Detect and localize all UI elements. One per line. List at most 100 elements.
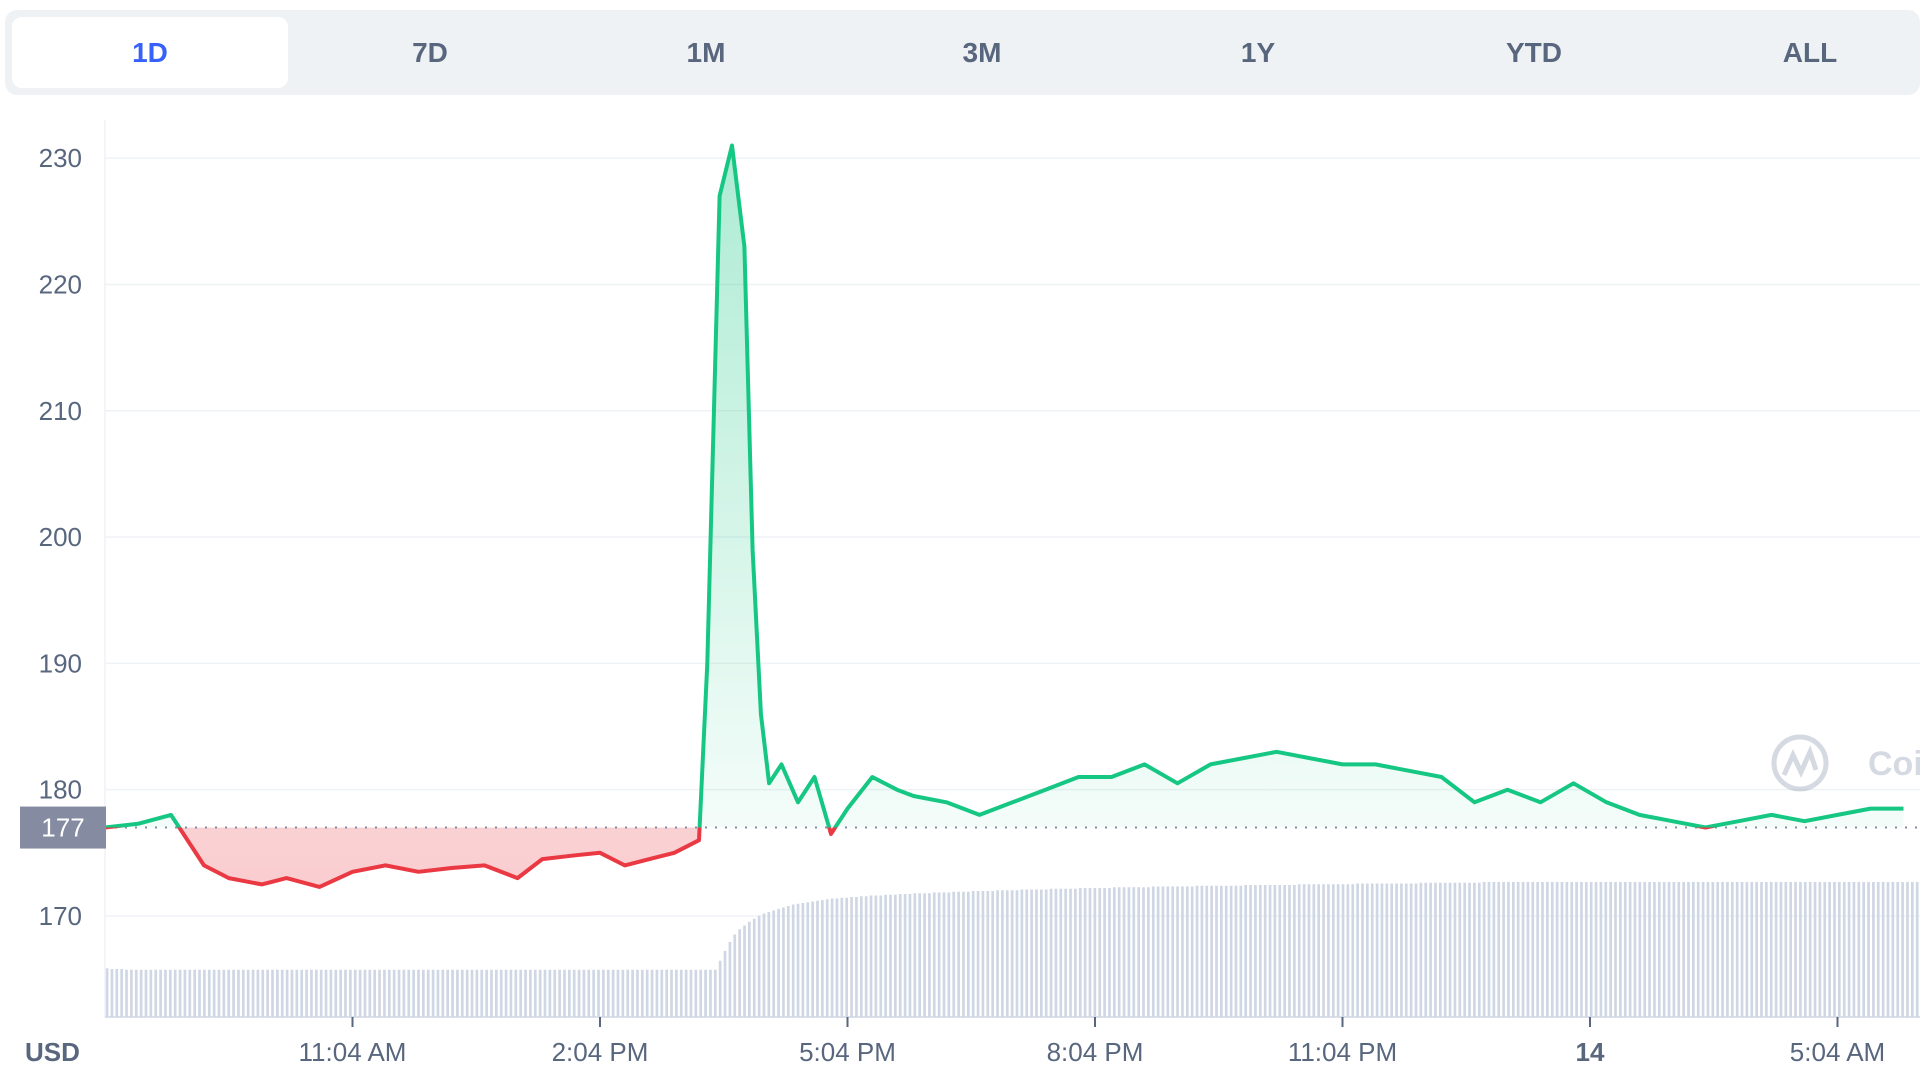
volume-bar [1366, 883, 1369, 1017]
volume-bar [1833, 882, 1836, 1017]
y-tick-label: 210 [39, 396, 82, 426]
volume-bar [757, 915, 761, 1017]
volume-bar [227, 969, 231, 1017]
volume-bar [1302, 884, 1306, 1017]
price-line-up [104, 143, 1904, 828]
volume-bar [859, 896, 863, 1017]
volume-bar [543, 969, 547, 1017]
volume-bar [329, 969, 333, 1017]
volume-bar [928, 893, 931, 1017]
volume-bar [869, 895, 873, 1017]
volume-bar [1701, 882, 1705, 1017]
volume-bar [198, 969, 201, 1017]
volume-bar [1234, 885, 1238, 1017]
price-line-down [105, 827, 1716, 889]
volume-bar [1010, 890, 1014, 1017]
volume-bar [636, 969, 639, 1017]
volume-bar [1297, 884, 1301, 1017]
volume-bar [932, 892, 936, 1017]
tab-7d[interactable]: 7D [412, 36, 448, 68]
volume-bar [709, 969, 712, 1017]
volume-bar [670, 969, 673, 1017]
volume-bar [592, 969, 596, 1017]
volume-bar [1453, 882, 1457, 1017]
volume-bar [256, 969, 260, 1017]
volume-bar [412, 969, 415, 1017]
volume-bar [1069, 888, 1072, 1017]
volume-bar [1687, 882, 1690, 1017]
volume-bar [1580, 882, 1583, 1017]
volume-bar [1395, 883, 1398, 1017]
volume-bar [529, 969, 532, 1017]
tab-1d[interactable]: 1D [12, 17, 288, 88]
volume-bar [743, 925, 746, 1017]
volume-bar [816, 900, 819, 1017]
volume-bar [373, 969, 377, 1017]
volume-bar [1755, 882, 1758, 1017]
coinmarketcap-logo-icon [1771, 734, 1829, 792]
tab-all[interactable]: ALL [1782, 36, 1838, 68]
volume-bar [446, 969, 450, 1017]
volume-bar [660, 969, 664, 1017]
volume-bar [1015, 890, 1019, 1017]
volume-bar [349, 969, 352, 1017]
volume-bar [358, 969, 362, 1017]
volume-bar [1161, 886, 1165, 1017]
volume-bar [1370, 883, 1374, 1017]
volume-bar [1025, 889, 1029, 1017]
tab-3m[interactable]: 3M [962, 36, 1002, 68]
volume-bar [821, 900, 824, 1017]
y-tick-label: 170 [39, 901, 82, 931]
tab-ytd[interactable]: YTD [1506, 36, 1562, 68]
volume-bar [884, 894, 887, 1017]
volume-bar [947, 892, 951, 1017]
volume-bar [261, 969, 265, 1017]
volume-bar [621, 969, 625, 1017]
volume-bar [665, 969, 668, 1017]
volume-bar [139, 969, 143, 1017]
volume-bar [1555, 882, 1559, 1017]
volume-bar [791, 904, 795, 1017]
volume-bar [1769, 882, 1773, 1017]
volume-bar [1706, 882, 1710, 1017]
volume-bar [1273, 885, 1277, 1017]
volume-bar [1429, 882, 1432, 1017]
volume-bar [811, 901, 814, 1017]
volume-bar [1511, 882, 1515, 1017]
volume-bar [1657, 882, 1661, 1017]
volume-bar [1020, 889, 1024, 1017]
volume-bar [334, 969, 338, 1017]
volume-bar [713, 969, 717, 1017]
volume-bar [1711, 882, 1715, 1017]
volume-bar [1351, 884, 1355, 1017]
volume-bar [460, 969, 464, 1017]
volume-bar [908, 894, 912, 1017]
volume-bar [1473, 882, 1476, 1017]
volume-bar [1327, 884, 1330, 1017]
volume-bar [855, 897, 858, 1017]
volume-bar [509, 969, 513, 1017]
volume-bar [426, 969, 430, 1017]
volume-bar [1575, 882, 1578, 1017]
volume-bar [1872, 882, 1875, 1017]
volume-bar [1078, 888, 1082, 1017]
volume-bar [1589, 882, 1593, 1017]
volume-bar [217, 969, 221, 1017]
volume-bar [485, 969, 488, 1017]
tab-1y[interactable]: 1Y [1240, 36, 1276, 68]
volume-bar [285, 969, 289, 1017]
volume-bar [752, 918, 756, 1017]
volume-bar [1682, 882, 1685, 1017]
volume-bar [1867, 882, 1870, 1017]
volume-bar [1419, 882, 1423, 1017]
volume-bar [1185, 886, 1189, 1017]
volume-bar [767, 912, 771, 1017]
volume-bar [923, 893, 926, 1017]
volume-bar [1852, 882, 1856, 1017]
volume-bar [879, 895, 883, 1017]
tab-1m[interactable]: 1M [686, 36, 726, 68]
volume-bar [149, 969, 153, 1017]
volume-bar [397, 969, 401, 1017]
volume-bar [1901, 882, 1904, 1017]
volume-bar [830, 898, 834, 1017]
